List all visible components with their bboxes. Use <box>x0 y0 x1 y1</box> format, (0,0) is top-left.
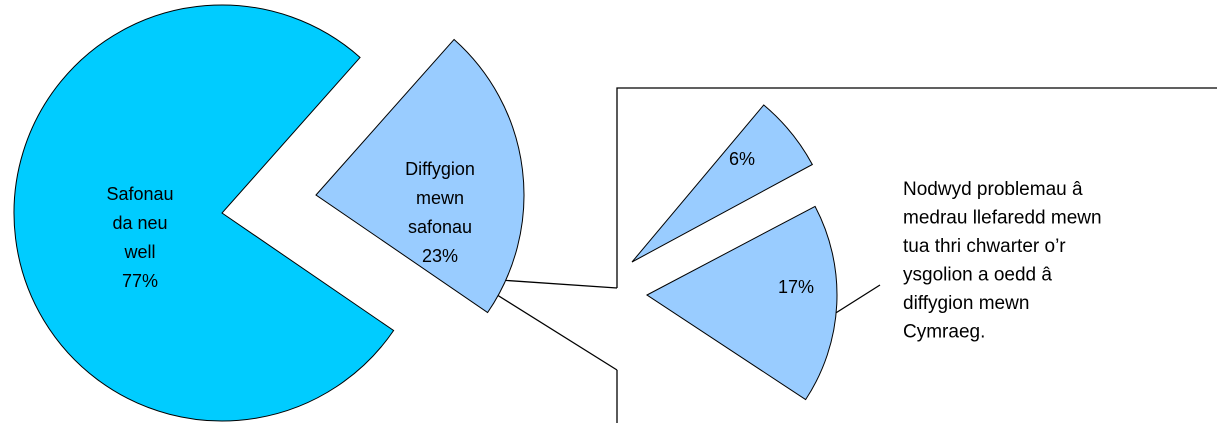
slice-value-label: 77% <box>122 271 158 291</box>
pie-slice <box>13 4 395 422</box>
slice-value-label: 6% <box>729 149 755 169</box>
slice-value-label: 23% <box>422 246 458 266</box>
annotation-text: Nodwyd problemau â <box>903 179 1083 200</box>
annotation-text: medrau llefaredd mewn <box>903 208 1102 229</box>
slice-label: mewn <box>416 188 464 208</box>
annotation-text: ysgolion a oedd â <box>903 265 1052 286</box>
pie-slice <box>315 38 525 314</box>
callout-box <box>616 87 1217 288</box>
annotation-text: diffygion mewn <box>903 293 1029 314</box>
annotation-text: tua thri chwarter o’r <box>903 236 1066 257</box>
slice-value-label: 17% <box>778 277 814 297</box>
marks <box>13 4 838 422</box>
slice-label: well <box>123 242 155 262</box>
slice-label: Diffygion <box>405 159 475 179</box>
pie-slice <box>631 104 814 263</box>
annotation-text: Cymraeg. <box>903 322 985 343</box>
slice-label: Safonau <box>106 184 173 204</box>
slice-label: da neu <box>112 213 167 233</box>
pie-slice <box>646 205 838 401</box>
slice-label: safonau <box>408 217 472 237</box>
